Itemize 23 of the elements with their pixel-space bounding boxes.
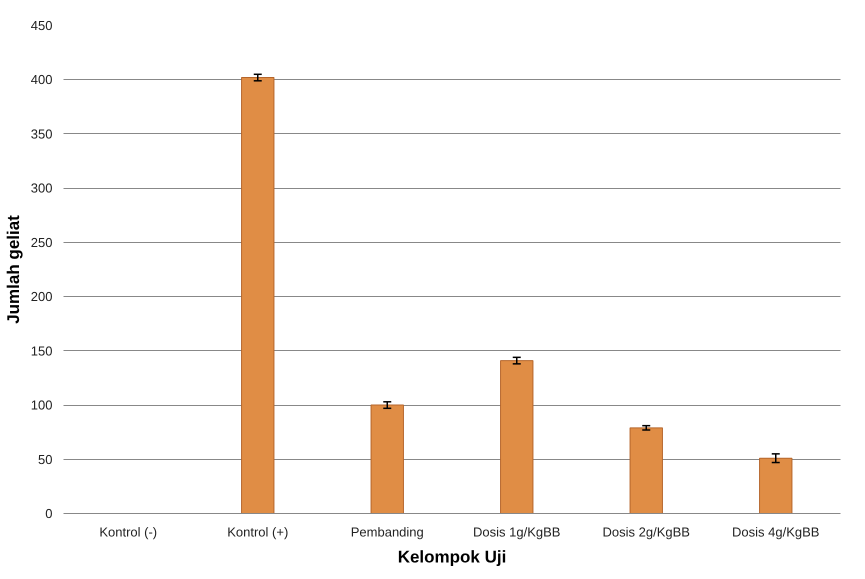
- y-tick-label: 400: [30, 72, 53, 88]
- x-tick-label: Dosis 1g/KgBB: [473, 524, 560, 540]
- x-tick-label: Dosis 4g/KgBB: [732, 524, 820, 540]
- bar: [241, 77, 274, 514]
- x-tick-label: Kontrol (-): [99, 524, 158, 540]
- bar: [500, 360, 534, 514]
- x-tick-label: Dosis 2g/KgBB: [602, 524, 690, 540]
- bar: [759, 458, 792, 514]
- bar: [630, 427, 663, 514]
- y-tick-label: 200: [30, 289, 53, 304]
- y-tick-label: 250: [30, 234, 53, 250]
- y-tick-label: 300: [30, 180, 53, 196]
- y-tick-label: 50: [38, 452, 53, 467]
- y-tick-label: 150: [30, 343, 53, 358]
- x-axis-title: Kelompok Uji: [398, 548, 506, 566]
- y-tick-label: 0: [45, 506, 53, 521]
- bar: [370, 404, 404, 514]
- x-tick-label: Pembanding: [350, 524, 424, 540]
- y-axis-title: Jumlah geliat: [4, 214, 23, 324]
- x-tick-label: Kontrol (+): [227, 524, 288, 540]
- y-tick-label: 450: [30, 18, 53, 33]
- y-tick-label: 100: [30, 398, 53, 413]
- y-tick-label: 350: [30, 126, 53, 142]
